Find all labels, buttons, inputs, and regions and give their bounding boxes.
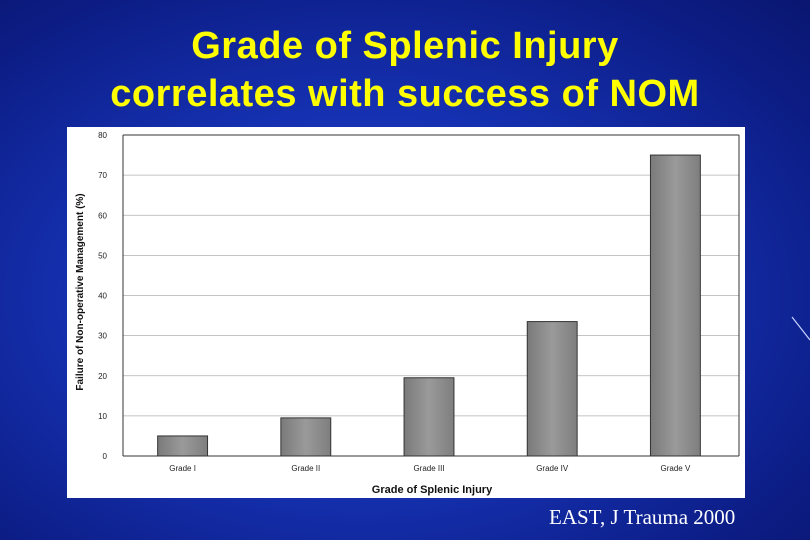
y-tick-label: 0 <box>103 452 108 461</box>
x-axis-title: Grade of Splenic Injury <box>372 484 493 496</box>
citation: EAST, J Trauma 2000 <box>549 505 736 529</box>
title-line-2: correlates with success of NOM <box>110 73 700 115</box>
bars <box>157 154 701 457</box>
title-line-1: Grade of Splenic Injury <box>191 25 619 67</box>
y-tick-label: 30 <box>98 332 107 341</box>
bar-grade-iii <box>403 377 455 457</box>
y-tick-labels: 0 10 20 30 40 50 60 70 80 <box>98 131 107 461</box>
x-tick-label: Grade I <box>169 464 196 473</box>
y-tick-label: 20 <box>98 372 107 381</box>
y-tick-label: 60 <box>98 211 107 220</box>
bar-grade-ii <box>280 417 332 457</box>
x-tick-label: Grade III <box>413 464 444 473</box>
bar-grade-v <box>649 154 701 457</box>
x-tick-labels: Grade I Grade II Grade III Grade IV Grade V <box>169 464 691 473</box>
x-tick-label: Grade IV <box>536 464 569 473</box>
y-tick-label: 80 <box>98 131 107 140</box>
x-tick-label: Grade II <box>291 464 320 473</box>
y-tick-label: 70 <box>98 171 107 180</box>
axes <box>122 134 740 457</box>
y-tick-label: 10 <box>98 412 107 421</box>
slide-title: Grade of Splenic Injury correlates with … <box>0 22 810 118</box>
bar-grade-iv <box>526 321 578 457</box>
y-tick-label: 40 <box>98 292 107 301</box>
x-tick-label: Grade V <box>661 464 691 473</box>
bar-chart: 0 10 20 30 40 50 60 70 80 Grade I Grade II Grade I… <box>67 127 745 498</box>
y-axis-title: Failure of Non-operative Management (%) <box>75 193 86 390</box>
y-tick-label: 50 <box>98 251 107 260</box>
